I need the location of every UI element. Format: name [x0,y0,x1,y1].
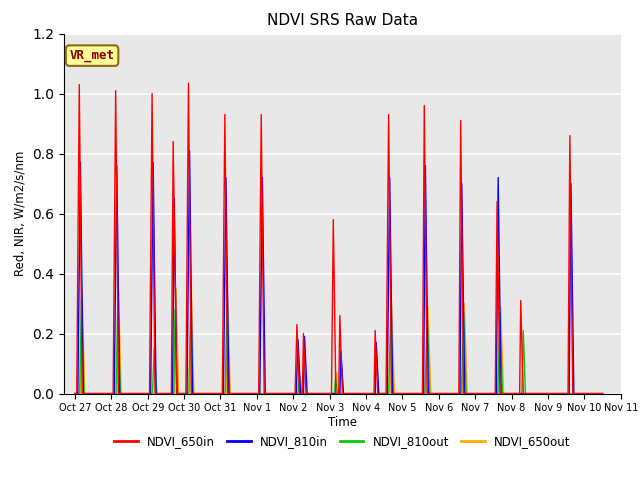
X-axis label: Time: Time [328,416,357,429]
Text: VR_met: VR_met [70,49,115,62]
Legend: NDVI_650in, NDVI_810in, NDVI_810out, NDVI_650out: NDVI_650in, NDVI_810in, NDVI_810out, NDV… [109,430,575,453]
Y-axis label: Red, NIR, W/m2/s/nm: Red, NIR, W/m2/s/nm [13,151,27,276]
Title: NDVI SRS Raw Data: NDVI SRS Raw Data [267,13,418,28]
